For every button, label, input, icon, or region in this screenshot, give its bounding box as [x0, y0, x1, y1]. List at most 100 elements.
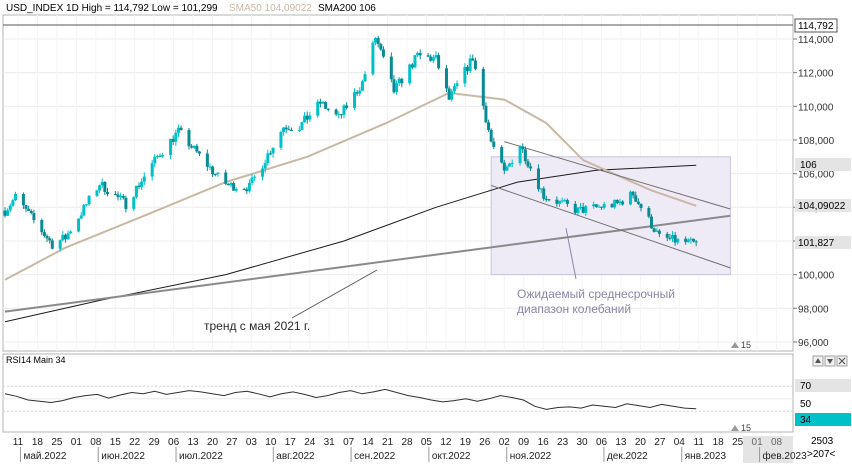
candle-body [208, 166, 212, 168]
candle-body [124, 197, 128, 209]
time-day-label: 04 [674, 437, 686, 448]
candle-body [529, 166, 533, 169]
candle-body [61, 234, 65, 241]
candle-body [353, 92, 357, 108]
time-axis-labels: 11 18 25 01 08 15 22 29 06 13 20 27 03 10 17 24 31 07 14 21… [13, 437, 807, 462]
candle-body [689, 238, 693, 240]
candle-body [610, 204, 614, 208]
candle-body [539, 188, 543, 190]
candle-body [271, 147, 275, 154]
candle-body [245, 189, 249, 192]
candle-body [48, 238, 52, 241]
candle-body [579, 206, 583, 208]
candle-body [431, 57, 435, 61]
candle-body [211, 166, 215, 174]
candle-body [113, 194, 117, 196]
time-axis[interactable] [3, 434, 793, 463]
candle-body [400, 78, 404, 84]
candle-body [153, 156, 157, 164]
last-price-tag: 101,827 [795, 236, 851, 249]
trend-line [4, 214, 731, 313]
time-day-label: 30 [576, 437, 588, 448]
candle-body [434, 55, 438, 58]
candle-body [450, 91, 454, 100]
candle-body [192, 145, 196, 148]
candle-body [555, 199, 559, 204]
candle-body [437, 55, 441, 69]
candle-body [392, 79, 396, 93]
candle-body [397, 78, 401, 84]
channel-lower-line [491, 184, 731, 269]
time-month-label: дек.2022 [607, 451, 648, 462]
candle-body [597, 206, 601, 208]
candle-body [6, 210, 10, 216]
rsi-bars-arrow-icon [731, 425, 739, 431]
candle-body [676, 238, 680, 243]
time-day-label: 18 [713, 437, 725, 448]
time-day-label: 18 [32, 437, 44, 448]
candle-body [334, 109, 338, 115]
candle-body [305, 115, 309, 120]
candle-body [484, 105, 488, 123]
candle-body [547, 199, 551, 201]
candle-body [82, 204, 86, 216]
rsi-panel-controls[interactable] [812, 355, 848, 367]
time-day-label: 25 [51, 437, 63, 448]
bars-count-rsi: 15 [741, 423, 751, 433]
candle-body [161, 155, 165, 157]
candle-body [84, 204, 88, 206]
candle-body [155, 156, 159, 158]
time-month-label: янв.2023 [685, 451, 727, 462]
candle-body [213, 173, 217, 175]
time-day-label: 02 [499, 437, 511, 448]
rsi-70-tag [795, 379, 851, 392]
candle-body [27, 208, 31, 211]
candle-body [558, 200, 562, 204]
candle-body [592, 204, 596, 207]
overlay-lines [4, 91, 731, 323]
candle-body [510, 163, 514, 165]
candle-body [339, 114, 343, 116]
channel-upper-line [504, 141, 731, 210]
candle-body [21, 194, 25, 206]
candle-body [694, 241, 698, 243]
candle-body [171, 138, 175, 142]
candle-body [636, 201, 640, 204]
candle-body [628, 191, 632, 205]
candle-body [358, 90, 362, 94]
candle-body [140, 181, 144, 187]
candle-body [174, 132, 178, 142]
annotation-pointers [291, 227, 577, 319]
expected-range-box [490, 156, 731, 276]
candle-body [408, 64, 412, 84]
candle-body [463, 67, 467, 84]
candle-body [455, 83, 459, 87]
sma50-legend: SMA50 104,09022 [229, 3, 312, 14]
time-day-label: 20 [207, 437, 219, 448]
time-day-label: 01 [752, 437, 764, 448]
candle-body [95, 190, 99, 196]
candle-body [345, 105, 349, 108]
candle-body [134, 185, 138, 198]
candle-body [447, 88, 451, 100]
price-tick-label: 110,000 [798, 102, 834, 113]
candle-body [195, 145, 199, 152]
candle-body [600, 206, 604, 208]
candle-body [473, 60, 477, 69]
candle-body [282, 127, 286, 132]
candle-body [50, 240, 54, 249]
time-month-label: июн.2022 [101, 451, 145, 462]
time-day-label: 14 [363, 437, 375, 448]
candle-body [631, 191, 635, 196]
svg-text:114,792: 114,792 [798, 21, 834, 32]
time-day-label: 06 [168, 437, 180, 448]
chevron-down-icon [827, 359, 833, 364]
candle-body [445, 68, 449, 89]
candle-body [66, 233, 70, 240]
chevron-up-icon [815, 358, 821, 363]
time-day-label: 11 [13, 437, 24, 448]
candle-body [673, 235, 677, 243]
rsi-axis[interactable]: 70 50 34 [795, 379, 851, 426]
candle-body [355, 92, 359, 94]
